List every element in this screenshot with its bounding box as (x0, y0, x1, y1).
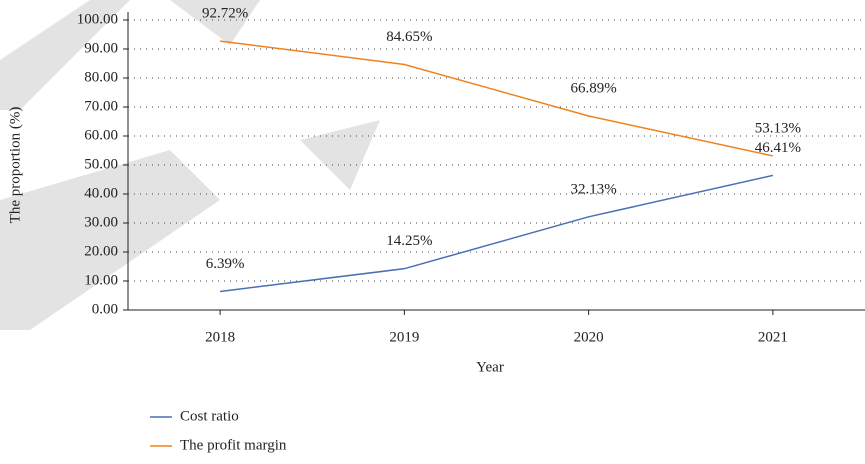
y-tick-label: 60.00 (84, 127, 118, 143)
y-tick-label: 40.00 (84, 185, 118, 201)
y-tick-label: 90.00 (84, 40, 118, 56)
y-tick-label: 70.00 (84, 98, 118, 114)
data-label: 66.89% (571, 80, 617, 96)
x-tick-label: 2018 (205, 329, 235, 345)
data-label: 46.41% (755, 140, 801, 156)
y-tick-label: 50.00 (84, 156, 118, 172)
data-label: 14.25% (386, 233, 432, 249)
data-label: 92.72% (202, 6, 248, 22)
data-label: 84.65% (386, 29, 432, 45)
y-tick-label: 20.00 (84, 243, 118, 259)
series-line (220, 174, 774, 293)
y-tick-label: 10.00 (84, 272, 118, 288)
watermark (0, 0, 380, 330)
x-axis-label: Year (476, 359, 504, 375)
legend-label: Cost ratio (180, 408, 239, 424)
y-tick-label: 100.00 (77, 11, 118, 27)
y-tick-label: 0.00 (92, 301, 118, 317)
data-label: 53.13% (755, 120, 801, 136)
y-axis-label: The proportion (%) (7, 107, 23, 224)
x-tick-label: 2021 (758, 329, 788, 345)
series-line (220, 40, 774, 157)
data-label: 6.39% (206, 256, 245, 272)
data-label: 32.13% (571, 181, 617, 197)
legend-label: The profit margin (180, 437, 287, 453)
y-tick-label: 30.00 (84, 214, 118, 230)
x-tick-label: 2019 (389, 329, 419, 345)
y-tick-label: 80.00 (84, 69, 118, 85)
x-tick-label: 2020 (574, 329, 604, 345)
